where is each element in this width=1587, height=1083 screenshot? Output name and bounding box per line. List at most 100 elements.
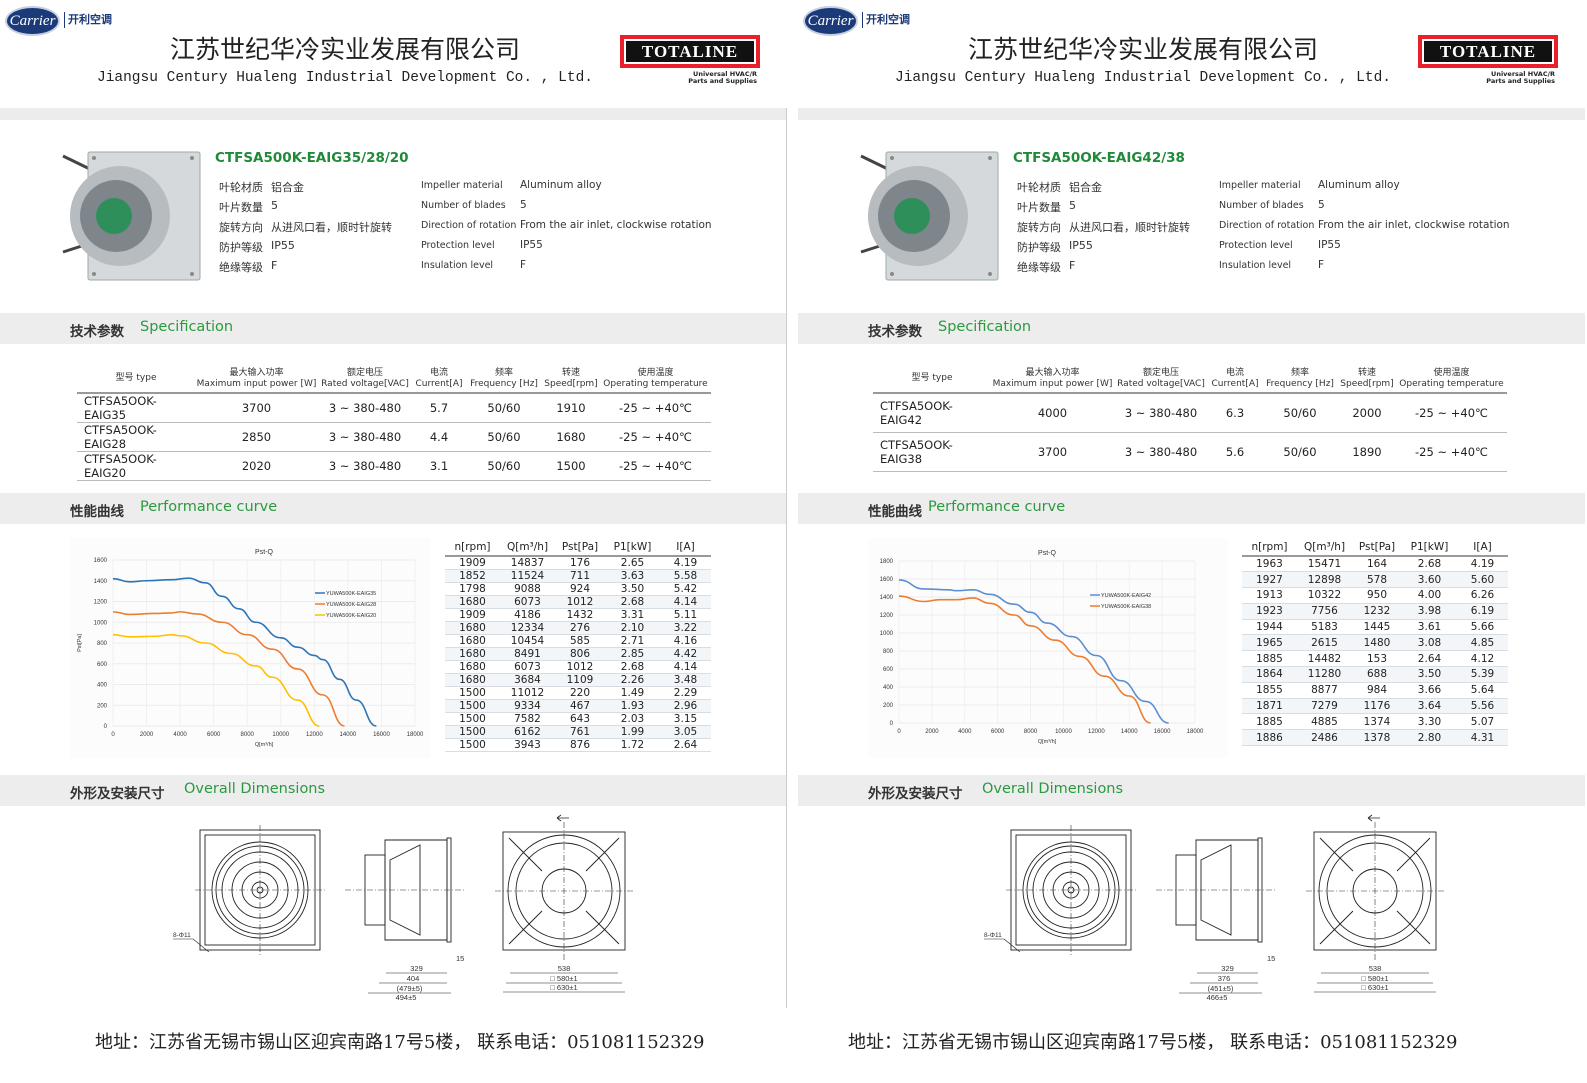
- dimension-label: 329: [1221, 964, 1234, 973]
- back-view-struts: [508, 837, 620, 945]
- y-tick-label: 0: [104, 724, 108, 730]
- property-value-cn: F: [1069, 259, 1076, 272]
- spec-cell: 3700: [195, 393, 318, 423]
- perf-tbody: 1909 14837 176 2.65 4.19 1852 11524 711 3.63 5.58…: [445, 556, 711, 752]
- dimension-label: □ 630±1: [550, 983, 577, 992]
- top-band: [798, 108, 1585, 120]
- spec-tbody: CTFSA5OOK-EAIG42 4000 3 ~ 380-480 6.3 50/60 2…: [873, 393, 1507, 472]
- spec-cell: CTFSA5OOK-EAIG20: [77, 451, 195, 481]
- spec-cell: 3.1: [412, 451, 466, 481]
- perf-cell: 7279: [1297, 698, 1352, 715]
- perf-row: 1886 2486 1378 2.80 4.31: [1242, 729, 1508, 747]
- spec-cell: -25 ~ +40℃: [600, 393, 711, 423]
- spec-tbody: CTFSA5OOK-EAIG35 3700 3 ~ 380-480 5.7 50/60 1…: [77, 393, 711, 481]
- perf-cell: 3.15: [660, 712, 711, 726]
- perf-cell: 1855: [1242, 682, 1297, 699]
- perf-header-cell: Q[m³/h]: [500, 538, 555, 557]
- motor-hub: [894, 198, 930, 234]
- perf-cell: 1864: [1242, 666, 1297, 683]
- y-tick-label: 400: [97, 683, 108, 689]
- section-title-en: Specification: [140, 319, 234, 335]
- perf-cell: 4885: [1297, 713, 1352, 731]
- chart-title: Pst-Q: [255, 549, 273, 556]
- perf-row: 1909 4186 1432 3.31 5.11: [445, 608, 711, 622]
- y-tick-label: 600: [97, 662, 108, 668]
- perf-cell: 3.05: [660, 725, 711, 739]
- x-axis-label: Q[m³/h]: [255, 742, 274, 748]
- perf-cell: 8491: [500, 647, 555, 661]
- y-tick-label: 1600: [880, 577, 894, 583]
- perf-cell: 5.58: [660, 569, 711, 583]
- perf-header-cell: P1[kW]: [605, 538, 660, 557]
- perf-cell: 1909: [445, 556, 500, 570]
- mount-hole: [890, 272, 894, 276]
- spec-cell: 50/60: [466, 393, 542, 423]
- front-view-ring: [211, 841, 309, 939]
- perf-cell: 2.03: [605, 712, 660, 726]
- spec-cell: 50/60: [466, 451, 542, 481]
- perf-cell: 3.60: [1402, 571, 1457, 589]
- perf-cell: 14837: [500, 556, 555, 570]
- y-tick-label: 1800: [880, 559, 894, 565]
- y-tick-label: 1200: [94, 600, 108, 606]
- x-tick-label: 12000: [306, 732, 323, 738]
- perf-cell: 7582: [500, 712, 555, 726]
- perf-row: 1855 8877 984 3.66 5.64: [1242, 682, 1508, 699]
- spec-cell: 6.3: [1208, 393, 1262, 433]
- perf-cell: 12334: [500, 621, 555, 635]
- perf-cell: 950: [1352, 587, 1402, 604]
- property-value-cn: 铝合金: [1069, 181, 1102, 194]
- spec-header-en: Rated voltage[VAC]: [1117, 378, 1205, 389]
- perf-cell: 12898: [1297, 571, 1352, 589]
- page-1: Carrier 开利空调 江苏世纪华冷实业发展有限公司 Jiangsu Century…: [0, 0, 787, 1083]
- perf-cell: 3.50: [1402, 666, 1457, 683]
- spec-cell: 3 ~ 380-480: [318, 451, 412, 481]
- perf-cell: 4.14: [660, 660, 711, 674]
- model-title: CTFSA500K-EAIG35/28/20: [215, 150, 409, 166]
- spec-header-cn: 型号 type: [115, 373, 157, 383]
- perf-cell: 2.80: [1402, 729, 1457, 747]
- perf-cell: 3.98: [1402, 603, 1457, 620]
- perf-cell: 4.42: [660, 647, 711, 661]
- front-view-inner: [204, 834, 316, 946]
- perf-header-row: n[rpm] Q[m³/h] Pst[Pa] P1[kW] I[A]: [445, 538, 711, 557]
- legend-label: YUWA500K-EAIG42: [1101, 593, 1151, 599]
- front-view-ring: [1022, 841, 1120, 939]
- section-perf: 性能曲线 Performance curve: [798, 493, 1585, 524]
- spec-header-cn: 频率: [494, 367, 513, 378]
- carrier-cn-logo: 开利空调: [862, 12, 910, 28]
- section-dim: 外形及安装尺寸 Overall Dimensions: [0, 775, 787, 806]
- perf-cell: 1374: [1352, 713, 1402, 731]
- perf-cell: 2.10: [605, 621, 660, 635]
- totaline-logo-text: TOTALINE: [626, 41, 754, 62]
- perf-cell: 3.61: [1402, 619, 1457, 636]
- spec-header-cell: 最大输入功率 Maximum input power [W]: [991, 365, 1114, 394]
- spec-cell: 50/60: [466, 422, 542, 452]
- perf-header-cell: P1[kW]: [1402, 538, 1457, 557]
- footer-address: 地址：江苏省无锡市锡山区迎宾南路17号5楼， 联系电话：051081152329: [95, 1032, 705, 1053]
- property-value-cn: F: [271, 259, 278, 272]
- spec-header-en: Frequency [Hz]: [470, 378, 538, 389]
- spec-cell: 2000: [1338, 393, 1396, 433]
- perf-cell: 1012: [555, 595, 605, 609]
- dimension-label: □ 580±1: [550, 974, 577, 983]
- perf-row: 1864 11280 688 3.50 5.39: [1242, 666, 1508, 683]
- property-value-en: 5: [1318, 199, 1325, 211]
- perf-cell: 3943: [500, 738, 555, 752]
- dimension-label: 15: [1267, 954, 1275, 963]
- page-2: Carrier 开利空调 江苏世纪华冷实业发展有限公司 Jiangsu Century…: [798, 0, 1585, 1083]
- property-value-cn: 从进风口看，顺时针旋转: [1069, 221, 1190, 234]
- perf-cell: 1012: [555, 660, 605, 674]
- perf-cell: 688: [1352, 666, 1402, 683]
- y-tick-label: 1000: [880, 631, 894, 637]
- x-tick-label: 12000: [1088, 729, 1105, 735]
- spec-header-cell: 电流 Current[A]: [412, 365, 466, 394]
- side-impeller: [1200, 844, 1232, 936]
- perf-cell: 153: [1352, 650, 1402, 668]
- perf-cell: 1.93: [605, 699, 660, 713]
- spec-header-cell: 最大输入功率 Maximum input power [W]: [195, 365, 318, 394]
- perf-cell: 4186: [500, 608, 555, 622]
